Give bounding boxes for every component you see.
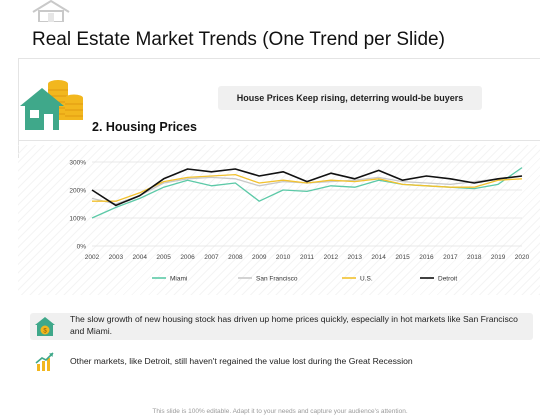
x-tick-label: 2018: [467, 254, 482, 261]
x-tick-label: 2009: [252, 254, 267, 261]
callout-banner: House Prices Keep rising, deterring woul…: [218, 86, 482, 110]
growth-chart-icon: [35, 352, 54, 371]
y-tick-label: 0%: [77, 244, 87, 251]
x-tick-label: 2014: [371, 254, 386, 261]
x-tick-label: 2013: [348, 254, 363, 261]
legend-label: Miami: [170, 276, 187, 283]
header-divider: [18, 58, 540, 59]
x-axis-ticks: 2002 2003 2004 2005 2006 2007 2008 2009 2010 2011…: [85, 254, 530, 261]
section-label: 2. Housing Prices: [92, 120, 197, 134]
x-tick-label: 2015: [395, 254, 410, 261]
x-tick-label: 2002: [85, 254, 100, 261]
x-tick-label: 2007: [204, 254, 219, 261]
y-tick-label: 300%: [69, 160, 86, 167]
x-tick-label: 2016: [419, 254, 434, 261]
footer-text: This slide is 100% editable. Adapt it to…: [152, 408, 408, 415]
chart-legend: Miami San Francisco U.S. Detroit: [152, 276, 457, 283]
chart-grid: [92, 161, 522, 247]
x-tick-label: 2020: [515, 254, 530, 261]
section-divider: [18, 140, 540, 141]
x-tick-label: 2019: [491, 254, 506, 261]
x-tick-label: 2004: [133, 254, 148, 261]
chart-background-pattern: [18, 145, 540, 295]
x-tick-label: 2005: [156, 254, 171, 261]
y-tick-label: 200%: [69, 188, 86, 195]
note-detroit: Other markets, like Detroit, still haven…: [70, 356, 413, 366]
series-line-u-s-: [92, 173, 523, 202]
x-tick-label: 2017: [443, 254, 458, 261]
x-tick-label: 2010: [276, 254, 291, 261]
svg-text:$: $: [43, 329, 47, 335]
housing-prices-chart: 0%100%200%300% 2002 2003 2004 2005 2006 2007 2…: [69, 160, 530, 262]
legend-label: U.S.: [360, 276, 373, 283]
house-outline-icon: [32, 0, 70, 22]
x-tick-label: 2011: [300, 254, 314, 261]
chart-lines: [91, 167, 523, 219]
page-title: Real Estate Market Trends (One Trend per…: [32, 29, 445, 50]
x-tick-label: 2003: [109, 254, 124, 261]
x-tick-label: 2012: [324, 254, 339, 261]
house-coin-icon: $: [35, 317, 55, 336]
x-tick-label: 2006: [180, 254, 195, 261]
x-tick-label: 2008: [228, 254, 243, 261]
note-highlight-box: [30, 313, 533, 340]
legend-label: San Francisco: [256, 276, 298, 283]
house-with-coins-icon: [20, 80, 83, 130]
legend-label: Detroit: [438, 276, 457, 283]
y-axis-ticks: 0% 100% 200% 300%: [69, 160, 86, 251]
series-line-detroit: [91, 168, 523, 207]
y-tick-label: 100%: [69, 216, 86, 223]
note-housing-stock: The slow growth of new housing stock has…: [70, 314, 518, 336]
series-line-miami: [91, 167, 523, 219]
left-divider: [18, 58, 19, 158]
